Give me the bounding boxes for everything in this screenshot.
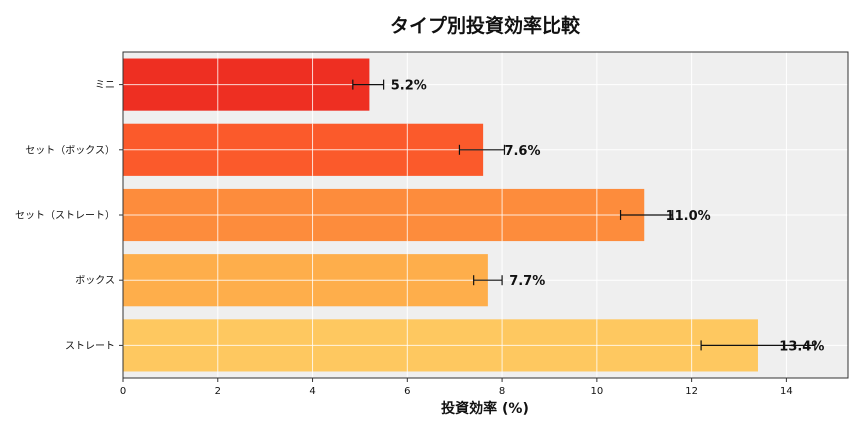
value-label: 5.2% — [391, 79, 427, 94]
value-label: 7.7% — [509, 274, 545, 289]
y-tick-label: ストレート — [65, 341, 115, 352]
x-tick-label: 12 — [685, 386, 698, 397]
x-tick-label: 0 — [120, 386, 126, 397]
value-labels: 5.2% 7.6% 11.0% 7.7% 13.4% — [391, 79, 825, 355]
value-label: 13.4% — [779, 339, 824, 354]
x-tick-label: 14 — [780, 386, 793, 397]
bars — [123, 58, 758, 372]
error-bars — [352, 79, 816, 351]
x-tick-label: 2 — [215, 386, 221, 397]
x-tick-label: 10 — [590, 386, 603, 397]
value-label: 11.0% — [666, 209, 711, 224]
x-tick-label: 8 — [499, 386, 505, 397]
plot-frame — [122, 51, 849, 379]
chart-title: タイプ別投資効率比較 — [390, 14, 581, 37]
x-axis-label: 投資効率 (%) — [441, 400, 529, 417]
y-tick-label: ボックス — [75, 275, 115, 287]
y-tick-label: セット（ストレート） — [15, 210, 115, 222]
y-tick-label: セット（ボックス） — [25, 144, 115, 156]
y-tick-label: ミニ — [95, 80, 115, 91]
x-tick-label: 6 — [404, 386, 410, 397]
x-tick-label: 4 — [309, 386, 315, 397]
value-label: 7.6% — [504, 144, 540, 159]
